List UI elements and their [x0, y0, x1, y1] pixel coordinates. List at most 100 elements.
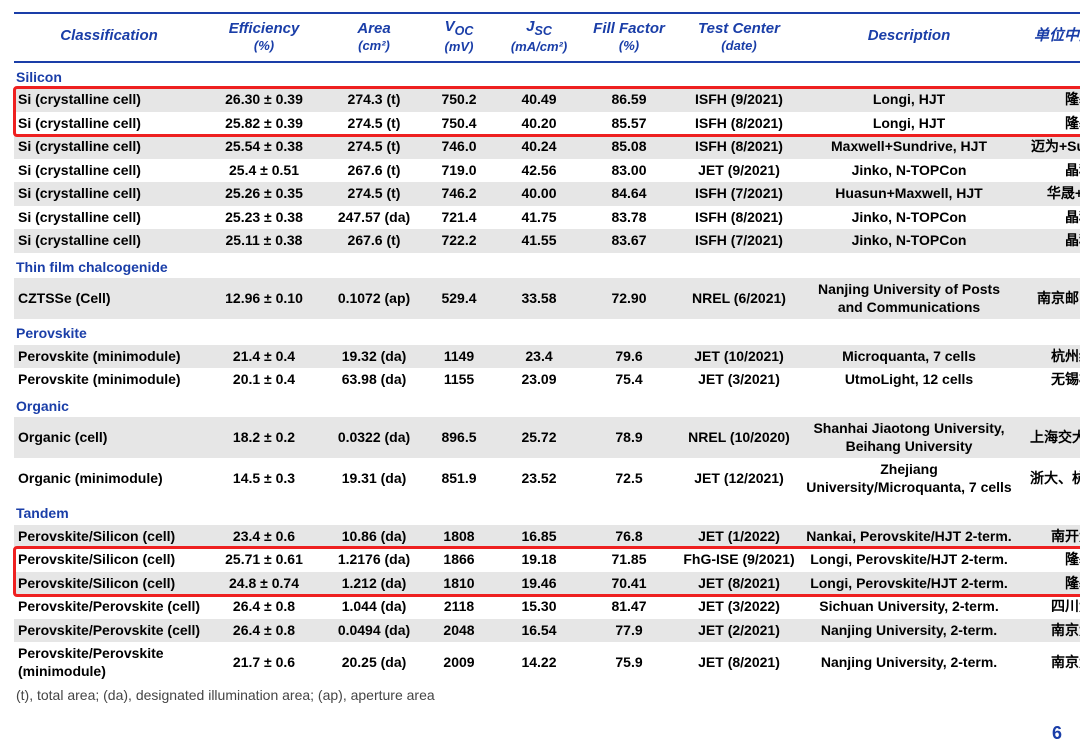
description-cell: Jinko, N-TOPCon [804, 206, 1014, 230]
area-cell: 19.32 (da) [324, 345, 424, 369]
test-center-cell: ISFH (8/2021) [674, 135, 804, 159]
voc-cell: 2009 [424, 642, 494, 683]
jsc-cell: 15.30 [494, 595, 584, 619]
test-center-cell: JET (12/2021) [674, 458, 804, 499]
cn-remark-cell: 隆基 [1014, 572, 1080, 596]
area-cell: 20.25 (da) [324, 642, 424, 683]
voc-cell: 851.9 [424, 458, 494, 499]
jsc-cell: 23.4 [494, 345, 584, 369]
test-center-cell: FhG-ISE (9/2021) [674, 548, 804, 572]
table-row: Perovskite/Silicon (cell)25.71 ± 0.611.2… [14, 548, 1080, 572]
section-title: Organic [14, 392, 1080, 418]
description-cell: Jinko, N-TOPCon [804, 229, 1014, 253]
section-header: Silicon [14, 62, 1080, 89]
table-body: Silicon Si (crystalline cell) 26.30 ± 0.39… [14, 62, 1080, 684]
test-center-cell: JET (10/2021) [674, 345, 804, 369]
efficiency-cell: 25.23 ± 0.38 [204, 206, 324, 230]
description-cell: Jinko, N-TOPCon [804, 159, 1014, 183]
test-center-cell: JET (3/2021) [674, 368, 804, 392]
classification-cell: Perovskite/Silicon (cell) [14, 548, 204, 572]
area-cell: 19.31 (da) [324, 458, 424, 499]
fill-factor-cell: 77.9 [584, 619, 674, 643]
section-title: Tandem [14, 499, 1080, 525]
column-header: Fill Factor(%) [584, 13, 674, 62]
cn-remark-cell: 华晟+迈为 [1014, 182, 1080, 206]
cn-remark-cell: 晶科 [1014, 159, 1080, 183]
voc-cell: 1810 [424, 572, 494, 596]
fill-factor-cell: 72.5 [584, 458, 674, 499]
cn-remark-cell: 无锡极电 [1014, 368, 1080, 392]
classification-cell: Si (crystalline cell) [14, 182, 204, 206]
classification-cell: Perovskite (minimodule) [14, 368, 204, 392]
cn-remark-cell: 晶科 [1014, 229, 1080, 253]
fill-factor-cell: 79.6 [584, 345, 674, 369]
table-header-row: ClassificationEfficiency(%)Area(cm²)VOC(… [14, 13, 1080, 62]
voc-cell: 746.0 [424, 135, 494, 159]
voc-cell: 1808 [424, 525, 494, 549]
classification-cell: Perovskite/Silicon (cell) [14, 525, 204, 549]
area-cell: 274.5 (t) [324, 135, 424, 159]
table-row: Perovskite (minimodule)20.1 ± 0.463.98 (… [14, 368, 1080, 392]
column-header: Efficiency(%) [204, 13, 324, 62]
column-header: Test Center(date) [674, 13, 804, 62]
description-cell: Sichuan University, 2-term. [804, 595, 1014, 619]
jsc-cell: 33.58 [494, 278, 584, 319]
efficiency-cell: 25.11 ± 0.38 [204, 229, 324, 253]
area-cell: 1.212 (da) [324, 572, 424, 596]
fill-factor-cell: 70.41 [584, 572, 674, 596]
area-cell: 1.2176 (da) [324, 548, 424, 572]
column-header: JSC(mA/cm²) [494, 13, 584, 62]
area-cell: 0.0322 (da) [324, 417, 424, 458]
efficiency-cell: 25.71 ± 0.61 [204, 548, 324, 572]
cn-remark-cell: 杭州纤纳 [1014, 345, 1080, 369]
jsc-cell: 23.09 [494, 368, 584, 392]
test-center-cell: JET (1/2022) [674, 525, 804, 549]
fill-factor-cell: 76.8 [584, 525, 674, 549]
voc-cell: 529.4 [424, 278, 494, 319]
classification-cell: Si (crystalline cell) [14, 229, 204, 253]
table-row: Si (crystalline cell)25.23 ± 0.38247.57 … [14, 206, 1080, 230]
voc-cell: 896.5 [424, 417, 494, 458]
test-center-cell: JET (2/2021) [674, 619, 804, 643]
description-cell: Nankai, Perovskite/HJT 2-term. [804, 525, 1014, 549]
test-center-cell: ISFH (8/2021) [674, 112, 804, 136]
efficiency-cell: 25.54 ± 0.38 [204, 135, 324, 159]
jsc-cell: 40.20 [494, 112, 584, 136]
section-title: Silicon [14, 62, 1080, 89]
description-cell: Nanjing University, 2-term. [804, 619, 1014, 643]
area-cell: 274.5 (t) [324, 112, 424, 136]
jsc-cell: 41.75 [494, 206, 584, 230]
voc-cell: 722.2 [424, 229, 494, 253]
cn-remark-cell: 南京大学 [1014, 619, 1080, 643]
efficiency-cell: 26.30 ± 0.39 [204, 88, 324, 112]
classification-cell: Organic (minimodule) [14, 458, 204, 499]
test-center-cell: ISFH (9/2021) [674, 88, 804, 112]
fill-factor-cell: 84.64 [584, 182, 674, 206]
voc-cell: 719.0 [424, 159, 494, 183]
description-cell: Longi, Perovskite/HJT 2-term. [804, 572, 1014, 596]
efficiency-cell: 18.2 ± 0.2 [204, 417, 324, 458]
area-cell: 267.6 (t) [324, 229, 424, 253]
voc-cell: 750.4 [424, 112, 494, 136]
classification-cell: Perovskite (minimodule) [14, 345, 204, 369]
jsc-cell: 16.85 [494, 525, 584, 549]
jsc-cell: 16.54 [494, 619, 584, 643]
column-header: 单位中文备注 [1014, 13, 1080, 62]
fill-factor-cell: 85.57 [584, 112, 674, 136]
description-cell: Huasun+Maxwell, HJT [804, 182, 1014, 206]
section-title: Thin film chalcogenide [14, 253, 1080, 279]
efficiency-cell: 23.4 ± 0.6 [204, 525, 324, 549]
cn-remark-cell: 晶科 [1014, 206, 1080, 230]
table-row: Si (crystalline cell)25.54 ± 0.38274.5 (… [14, 135, 1080, 159]
test-center-cell: NREL (10/2020) [674, 417, 804, 458]
area-cell: 1.044 (da) [324, 595, 424, 619]
cn-remark-cell: 南京大学 [1014, 642, 1080, 683]
fill-factor-cell: 83.00 [584, 159, 674, 183]
column-header: Area(cm²) [324, 13, 424, 62]
section-header: Perovskite [14, 319, 1080, 345]
efficiency-cell: 25.82 ± 0.39 [204, 112, 324, 136]
efficiency-cell: 26.4 ± 0.8 [204, 595, 324, 619]
efficiency-cell: 21.4 ± 0.4 [204, 345, 324, 369]
efficiency-cell: 26.4 ± 0.8 [204, 619, 324, 643]
table-row: Perovskite/Perovskite (cell)26.4 ± 0.80.… [14, 619, 1080, 643]
